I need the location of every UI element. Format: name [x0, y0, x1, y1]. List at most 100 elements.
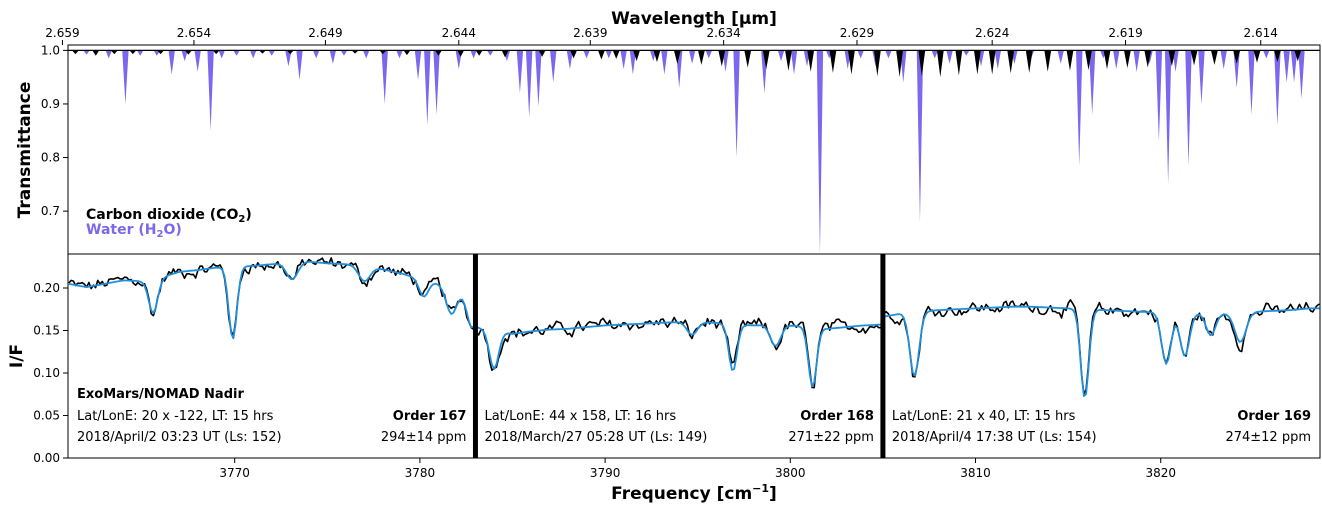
- co2-absorption-line-7: [259, 50, 266, 54]
- order-location: Lat/LonE: 20 x -122, LT: 15 hrs: [77, 409, 274, 424]
- h2o-absorption-line-32: [566, 50, 574, 70]
- co2-absorption-line-34: [936, 50, 944, 78]
- co2-absorption-line-45: [1144, 50, 1152, 68]
- order-abundance: 271±22 ppm: [788, 430, 874, 445]
- h2o-absorption-line-36: [629, 50, 637, 75]
- wavelength-tick-label: 2.649: [308, 26, 342, 40]
- h2o-absorption-line-58: [946, 50, 953, 64]
- order-number: Order 169: [1237, 409, 1311, 424]
- co2-absorption-line-8: [286, 50, 294, 55]
- legend-h2o: Water (H2O): [86, 222, 182, 240]
- co2-absorption-line-43: [1103, 50, 1111, 70]
- h2o-absorption-line-18: [362, 50, 370, 59]
- co2-absorption-line-1: [92, 50, 100, 56]
- order-location: Lat/LonE: 21 x 40, LT: 15 hrs: [892, 409, 1076, 424]
- frequency-ticks: 3770 3780 3790 3800 3810 3820: [219, 458, 1176, 480]
- co2-absorption-line-42: [1085, 50, 1092, 71]
- wavelength-tick-label: 2.634: [706, 26, 740, 40]
- co2-absorption-line-50: [1253, 50, 1261, 63]
- h2o-absorption-line-82: [1290, 50, 1298, 83]
- co2-absorption-line-31: [873, 50, 881, 77]
- reflectance-tick-label: 0.15: [33, 324, 60, 338]
- h2o-absorption-line-34: [605, 50, 613, 59]
- h2o-absorption-line-16: [329, 50, 337, 64]
- co2-absorption-line-37: [988, 50, 996, 75]
- co2-absorption-line-44: [1123, 50, 1131, 69]
- wavelength-tick-label: 2.659: [45, 26, 79, 40]
- h2o-absorption-line-65: [1076, 50, 1083, 166]
- wavelength-tick-label: 2.624: [975, 26, 1009, 40]
- co2-absorption-line-33: [918, 50, 926, 77]
- h2o-absorption-line-5: [168, 50, 175, 75]
- co2-absorption-line-28: [807, 50, 815, 72]
- frequency-tick-label: 3780: [405, 466, 436, 480]
- h2o-absorption-line-2: [122, 50, 129, 104]
- h2o-absorption-line-41: [705, 50, 713, 59]
- transmittance-ticks: 1.0 0.9 0.8 0.7: [41, 43, 68, 218]
- h2o-absorption-line-13: [285, 50, 292, 67]
- h2o-absorption-line-38: [661, 50, 668, 75]
- co2-absorption-line-49: [1233, 50, 1241, 64]
- h2o-absorption-line-47: [790, 50, 798, 75]
- h2o-absorption-line-15: [312, 50, 320, 59]
- h2o-absorption-line-31: [550, 50, 557, 83]
- h2o-absorption-line-68: [1113, 50, 1120, 70]
- model-spectrum-order-1: [476, 321, 881, 388]
- h2o-absorption-line-52: [857, 50, 864, 59]
- co2-absorption-line-21: [653, 50, 661, 63]
- h2o-absorption-line-66: [1088, 50, 1096, 115]
- h2o-absorption-line-54: [885, 50, 892, 59]
- h2o-absorption-line-28: [516, 50, 524, 94]
- h2o-absorption-line-71: [1155, 50, 1163, 142]
- h2o-absorption-line-8: [207, 50, 214, 131]
- co2-absorption-line-29: [829, 50, 837, 73]
- co2-absorption-line-27: [785, 50, 792, 71]
- h2o-absorption-line-20: [396, 50, 403, 59]
- h2o-absorption-line-75: [1198, 50, 1205, 104]
- co2-absorption-line-5: [184, 50, 192, 55]
- h2o-absorption-line-11: [250, 50, 257, 59]
- h2o-absorption-line-21: [414, 50, 422, 80]
- reflectance-series: [68, 257, 1320, 398]
- co2-absorption-line-22: [673, 50, 681, 64]
- h2o-absorption-line-33: [583, 50, 590, 59]
- h2o-absorption-line-43: [733, 50, 740, 158]
- co2-absorption-line-9: [351, 50, 359, 54]
- transmittance-tick-label: 0.7: [41, 204, 60, 218]
- h2o-absorption-line-6: [181, 50, 188, 62]
- wavelength-tick-label: 2.614: [1244, 26, 1278, 40]
- h2o-absorption-line-23: [433, 50, 440, 115]
- model-spectrum-order-0: [68, 260, 474, 340]
- frequency-tick-label: 3810: [960, 466, 991, 480]
- h2o-absorption-line-14: [296, 50, 303, 80]
- frequency-tick-label: 3820: [1145, 466, 1176, 480]
- co2-absorption-line-47: [1190, 50, 1198, 66]
- transmittance-panel: 2.659 2.654 2.649 2.644 2.639 2.634 2.629 2.624…: [15, 9, 1321, 255]
- order-abundance: 274±12 ppm: [1225, 430, 1311, 445]
- co2-absorption-line-6: [212, 50, 220, 55]
- co2-absorption-line-4: [157, 50, 165, 55]
- h2o-absorption-line-81: [1283, 50, 1290, 83]
- h2o-absorption-line-0: [83, 50, 90, 55]
- wavelength-axis-label: Wavelength [μm]: [611, 9, 777, 29]
- order-abundance: 294±14 ppm: [381, 430, 467, 445]
- h2o-absorption-line-25: [470, 50, 477, 59]
- h2o-absorption-line-10: [233, 50, 240, 56]
- legend-co2: Carbon dioxide (CO2): [86, 207, 252, 225]
- co2-absorption-line-15: [501, 50, 509, 58]
- reflectance-tick-label: 0.20: [33, 281, 60, 295]
- co2-absorption-line-14: [475, 50, 483, 56]
- reflectance-tick-label: 0.00: [33, 451, 60, 465]
- order-date: 2018/April/4 17:38 UT (Ls: 154): [892, 430, 1097, 445]
- wavelength-tick-label: 2.619: [1108, 26, 1142, 40]
- co2-absorption-line-40: [1044, 50, 1052, 72]
- co2-absorption-line-26: [762, 50, 770, 70]
- wavelength-ticks: 2.659 2.654 2.649 2.644 2.639 2.634 2.629 2.624…: [45, 26, 1278, 45]
- h2o-absorption-line-3: [137, 50, 144, 56]
- h2o-absorption-line-57: [931, 50, 938, 59]
- co2-absorption-line-32: [896, 50, 903, 78]
- legend: Carbon dioxide (CO2) Water (H2O): [86, 207, 252, 240]
- co2-absorption-line-0: [72, 50, 79, 55]
- order-location: Lat/LonE: 44 x 158, LT: 16 hrs: [484, 409, 676, 424]
